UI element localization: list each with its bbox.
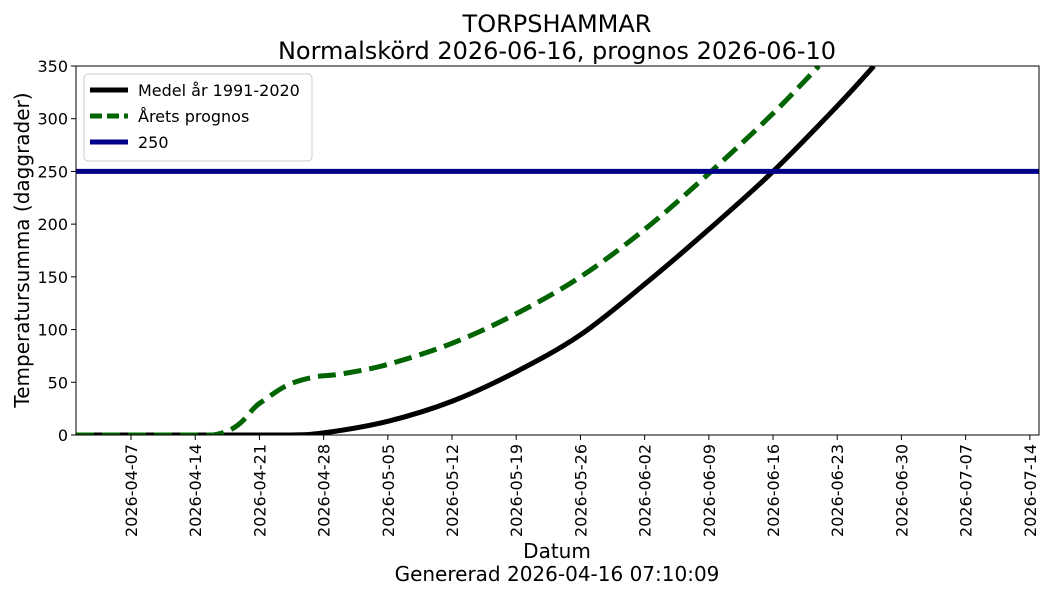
x-tick-label: 2026-05-26 — [571, 444, 590, 537]
y-tick-label: 150 — [37, 268, 68, 287]
x-tick-label: 2026-06-30 — [892, 444, 911, 537]
x-tick-label: 2026-06-02 — [636, 444, 655, 537]
x-tick-label: 2026-06-23 — [828, 444, 847, 537]
y-tick-label: 50 — [48, 373, 68, 392]
y-tick-label: 350 — [37, 57, 68, 76]
x-tick-label: 2026-05-05 — [379, 444, 398, 537]
y-tick-label: 100 — [37, 321, 68, 340]
x-axis-label: Datum — [523, 539, 591, 563]
x-tick-label: 2026-05-19 — [507, 444, 526, 537]
x-tick-label: 2026-07-07 — [957, 444, 976, 537]
footer-generated: Genererad 2026-04-16 07:10:09 — [395, 562, 720, 586]
x-tick-label: 2026-04-21 — [250, 444, 269, 537]
chart-subtitle: Normalskörd 2026-06-16, prognos 2026-06-… — [278, 37, 836, 65]
x-tick-label: 2026-06-16 — [764, 444, 783, 537]
x-tick-label: 2026-04-28 — [315, 444, 334, 537]
y-axis-label: Temperatursumma (daggrader) — [10, 92, 34, 408]
x-tick-label: 2026-07-14 — [1021, 444, 1040, 537]
plot-frame — [75, 65, 1040, 436]
legend-label: Årets prognos — [138, 107, 249, 126]
x-tick-label: 2026-05-12 — [443, 444, 462, 537]
legend-label: 250 — [138, 133, 169, 152]
x-tick-label: 2026-04-14 — [186, 444, 205, 537]
y-tick-label: 0 — [58, 426, 68, 445]
legend-box — [83, 73, 313, 162]
chart-title: TORPSHAMMAR — [462, 10, 652, 38]
y-tick-label: 300 — [37, 110, 68, 129]
x-tick-label: 2026-06-09 — [700, 444, 719, 537]
y-tick-label: 200 — [37, 215, 68, 234]
legend: Medel år 1991-2020 Årets prognos 250 — [83, 73, 313, 162]
x-tick-label: 2026-04-07 — [122, 444, 141, 537]
legend-label: Medel år 1991-2020 — [138, 81, 300, 100]
y-tick-label: 250 — [37, 162, 68, 181]
series-group — [76, 66, 1039, 435]
